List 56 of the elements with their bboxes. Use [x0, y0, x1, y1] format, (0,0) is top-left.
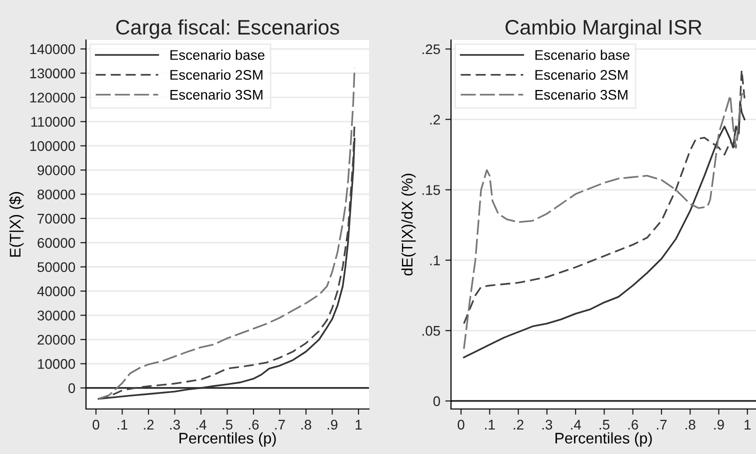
x-tick-label: .6 — [248, 420, 259, 430]
y-tick-label: 90000 — [38, 165, 76, 176]
x-tick-label: .4 — [571, 420, 581, 430]
x-tick-label: .9 — [714, 420, 724, 430]
x-tick-label: 1 — [356, 420, 362, 430]
y-tick-label: 20000 — [38, 334, 76, 345]
x-tick-label: .1 — [485, 420, 495, 430]
y-axis-title: E(T|X) ($) — [9, 192, 24, 257]
x-tick-label: 1 — [744, 420, 751, 430]
x-tick-label: .2 — [144, 420, 154, 430]
y-tick-label: 80000 — [38, 190, 76, 200]
y-tick-label: 100000 — [30, 141, 76, 151]
y-tick-label: 70000 — [38, 214, 76, 224]
x-axis-title: Percentiles (p) — [556, 432, 652, 447]
y-tick-label: 0 — [433, 396, 440, 406]
legend-label: Escenario base — [535, 50, 630, 60]
legend-label: Escenario 2SM — [170, 70, 262, 80]
y-tick-label: 40000 — [37, 286, 76, 296]
y-tick-label: 0 — [68, 383, 76, 394]
y-tick-label: 120000 — [30, 92, 76, 103]
chart-title: Cambio Marginal ISR — [506, 19, 702, 39]
x-axis-title: Percentiles (p) — [180, 432, 276, 447]
x-tick-label: .4 — [196, 420, 206, 430]
y-axis-title: dE(T|X)/dX (%) — [401, 174, 416, 276]
chart-title: Carga fiscal: Escenarios — [116, 19, 340, 39]
y-tick-label: 60000 — [38, 238, 76, 248]
line-series — [463, 69, 746, 324]
x-tick-label: .8 — [686, 420, 696, 430]
legend-label: Escenario 3SM — [170, 90, 262, 100]
legend-label: Escenario base — [170, 50, 264, 60]
legend-label: Escenario 3SM — [535, 90, 628, 100]
y-tick-label: .1 — [430, 256, 440, 266]
x-tick-label: .8 — [301, 420, 312, 430]
x-tick-label: 0 — [92, 420, 100, 430]
legend-label: Escenario 2SM — [535, 70, 628, 80]
x-tick-label: 0 — [458, 420, 464, 430]
y-tick-label: .15 — [422, 185, 440, 195]
y-tick-label: 30000 — [37, 310, 76, 320]
y-tick-label: 10000 — [38, 359, 76, 369]
y-tick-label: 130000 — [30, 68, 76, 78]
y-tick-label: 110000 — [31, 116, 76, 127]
y-tick-label: 140000 — [30, 44, 76, 54]
x-tick-label: .5 — [222, 420, 232, 430]
y-tick-label: .2 — [430, 114, 440, 124]
x-tick-label: .7 — [656, 420, 667, 430]
y-tick-label: .05 — [422, 326, 440, 336]
x-tick-label: .6 — [628, 420, 638, 430]
x-tick-label: .9 — [328, 420, 338, 430]
x-tick-label: .1 — [118, 420, 128, 430]
y-tick-label: .25 — [422, 44, 440, 54]
x-tick-label: .3 — [170, 420, 180, 430]
x-tick-label: .7 — [275, 420, 285, 430]
x-tick-label: .3 — [542, 420, 552, 430]
x-tick-label: .5 — [600, 420, 610, 430]
x-tick-label: .2 — [514, 420, 524, 430]
y-tick-label: 50000 — [38, 262, 76, 272]
